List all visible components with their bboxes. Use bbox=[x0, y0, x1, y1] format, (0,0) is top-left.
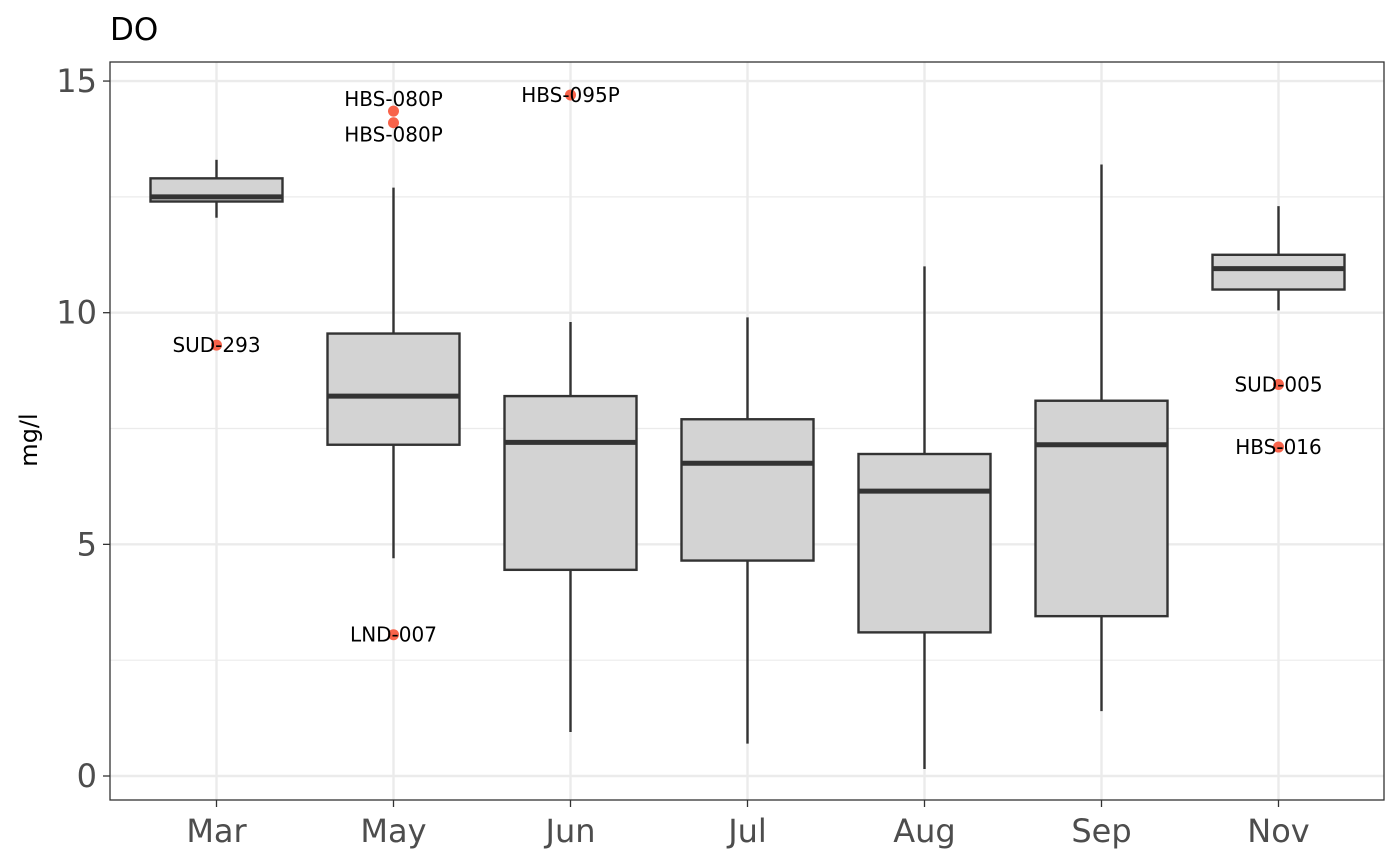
outlier-point bbox=[388, 117, 399, 129]
outlier-label: SUD-005 bbox=[1234, 373, 1322, 397]
y-tick-label: 0 bbox=[77, 757, 97, 795]
box-plots bbox=[149, 159, 1346, 770]
x-tick-label: Nov bbox=[1247, 812, 1309, 850]
x-tick-label: Jul bbox=[726, 812, 767, 850]
iqr-box bbox=[857, 452, 992, 634]
iqr-box bbox=[680, 418, 815, 562]
outlier-label: HBS-095P bbox=[521, 83, 620, 107]
outlier-points: SUD-293 HBS-080P HBS-080P LND-007 HBS-095P SU… bbox=[172, 83, 1322, 647]
x-tick-label: Sep bbox=[1071, 812, 1131, 850]
outlier-label: HBS-080P bbox=[344, 87, 443, 111]
iqr-box bbox=[1034, 399, 1169, 618]
x-tick-label: May bbox=[360, 812, 426, 850]
iqr-box bbox=[503, 394, 638, 572]
y-axis-label: mg/l bbox=[15, 413, 43, 466]
outlier-point bbox=[1273, 379, 1284, 391]
x-tick-label: Aug bbox=[893, 812, 955, 850]
iqr-box bbox=[326, 332, 461, 446]
outlier-point bbox=[565, 89, 576, 101]
axes: 0 5 10 15 Mar May Jun Jul Aug Sep Nov bbox=[56, 62, 1309, 850]
outlier-point bbox=[388, 629, 399, 641]
outlier-label: SUD-293 bbox=[172, 333, 260, 357]
x-tick-label: Jun bbox=[544, 812, 596, 850]
x-tick-label: Mar bbox=[186, 812, 247, 850]
outlier-point bbox=[211, 339, 222, 351]
outlier-point bbox=[388, 105, 399, 117]
outlier-label: LND-007 bbox=[350, 623, 437, 647]
chart-title: DO bbox=[110, 12, 158, 48]
y-tick-label: 10 bbox=[56, 294, 97, 332]
outlier-point bbox=[1273, 441, 1284, 453]
outlier-label: HBS-080P bbox=[344, 123, 443, 147]
y-tick-label: 15 bbox=[56, 62, 97, 100]
iqr-box bbox=[1211, 253, 1346, 291]
y-tick-label: 5 bbox=[77, 525, 97, 563]
outlier-label: HBS-016 bbox=[1235, 435, 1322, 459]
